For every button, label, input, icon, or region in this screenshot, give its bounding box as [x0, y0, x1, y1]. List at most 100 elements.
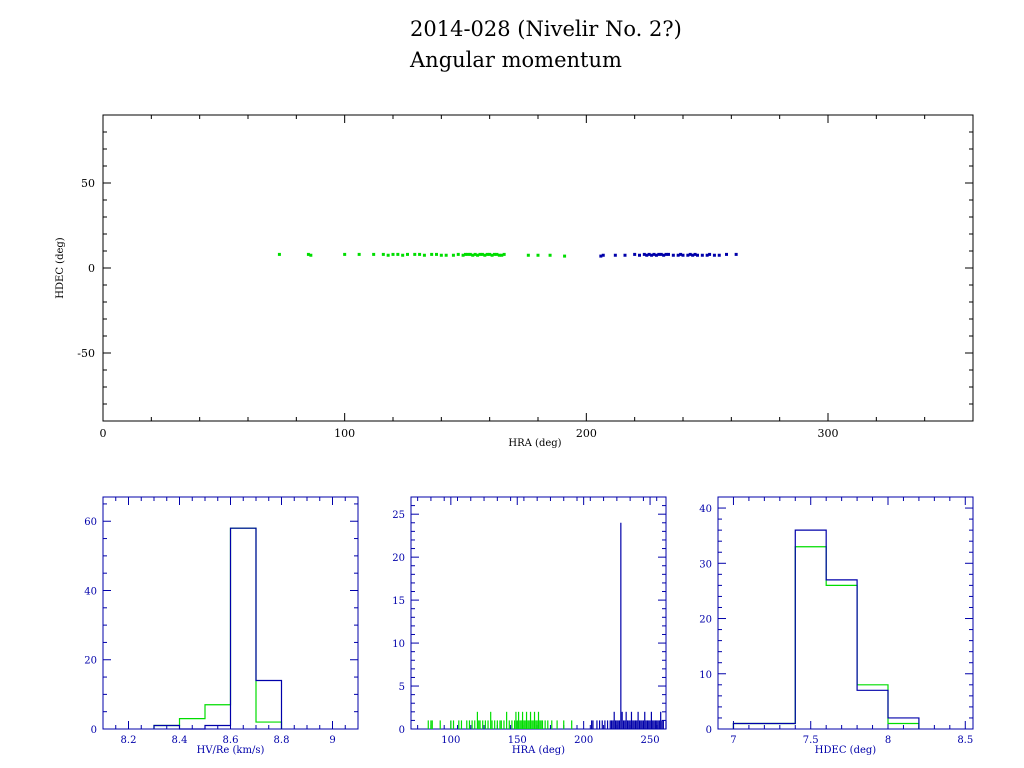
data-point	[495, 252, 499, 256]
data-point	[406, 252, 409, 256]
data-point	[466, 252, 470, 256]
data-point	[464, 252, 467, 256]
y-tick-label: 5	[399, 682, 405, 693]
y-tick-label: 15	[392, 596, 405, 607]
data-point	[277, 252, 281, 256]
data-point	[476, 253, 480, 257]
data-point	[309, 253, 313, 257]
data-point	[439, 253, 443, 257]
chart-subtitle: Angular momentum	[410, 48, 622, 72]
data-point	[708, 252, 712, 256]
y-tick-label: 0	[399, 725, 405, 736]
y-tick-label: 10	[392, 639, 405, 650]
data-point	[664, 252, 668, 256]
x-tick-label: 8.4	[172, 735, 188, 746]
data-point	[601, 253, 605, 257]
data-point	[357, 252, 361, 256]
hdec-histogram: 7 7.5 8 8.5 0 10 20 30 40 HDEC (deg)	[699, 496, 974, 756]
data-point	[473, 252, 477, 256]
x-tick-label: 100	[334, 427, 355, 440]
histogram-series	[153, 527, 283, 730]
data-point	[372, 252, 376, 256]
data-point	[461, 253, 465, 257]
data-point	[456, 252, 460, 256]
x-tick-label: 9	[329, 735, 335, 746]
data-point	[686, 253, 690, 257]
hra-histogram: 100 150 200 250 0 5 10 15 20 25 HRA (deg)	[392, 496, 667, 756]
y-tick-label: -50	[77, 347, 95, 360]
main-scatter-plot: 0 100 200 300 -50 0 50 HRA (deg) HDEC (deg)	[55, 114, 974, 449]
data-point	[485, 252, 489, 256]
data-point	[401, 253, 405, 257]
data-point	[725, 252, 728, 256]
y-tick-label: 0	[706, 725, 712, 736]
y-tick-label: 40	[699, 504, 712, 515]
data-point	[500, 253, 504, 257]
data-point	[693, 252, 697, 256]
y-tick-label: 0	[91, 725, 97, 736]
data-point	[386, 253, 390, 257]
x-tick-label: 200	[576, 427, 597, 440]
y-tick-label: 30	[699, 559, 712, 570]
hv-histogram: 8.2 8.4 8.6 8.8 9 0 20 40 60 HV/Re (km/s)	[84, 496, 359, 756]
data-point	[647, 252, 651, 256]
x-axis-label: HV/Re (km/s)	[197, 745, 265, 756]
data-point	[418, 252, 422, 256]
data-point	[676, 253, 680, 257]
data-point	[563, 254, 567, 258]
data-point	[526, 253, 530, 257]
x-tick-label: 8.5	[957, 735, 973, 746]
data-point	[548, 253, 552, 257]
data-point	[468, 252, 472, 256]
data-point	[657, 252, 661, 256]
y-tick-label: 20	[699, 615, 712, 626]
data-point	[422, 253, 426, 257]
data-point	[502, 252, 506, 256]
x-tick-label: 7	[730, 735, 736, 746]
data-point	[696, 253, 699, 257]
y-tick-label: 50	[81, 177, 95, 190]
data-point	[681, 253, 685, 257]
x-tick-label: 8.6	[223, 735, 239, 746]
x-tick-label: 8.2	[121, 735, 137, 746]
x-tick-label: 150	[508, 735, 527, 746]
data-point	[734, 252, 738, 256]
y-tick-label: 0	[88, 262, 95, 275]
x-axis-label: HDEC (deg)	[815, 745, 876, 756]
data-point	[654, 253, 658, 257]
data-point	[497, 253, 501, 257]
histogram-series	[732, 529, 920, 729]
plot-frame	[717, 496, 974, 730]
histogram-series	[153, 527, 283, 729]
data-point	[652, 252, 656, 256]
plot-frame	[102, 114, 974, 422]
data-point	[659, 252, 663, 256]
data-point	[488, 252, 492, 256]
data-point	[451, 253, 455, 257]
y-tick-label: 20	[84, 656, 97, 667]
data-point	[662, 253, 666, 257]
data-point	[613, 253, 617, 257]
x-tick-label: 200	[574, 735, 593, 746]
data-point	[700, 253, 704, 257]
data-point	[343, 252, 347, 256]
data-point	[490, 253, 494, 257]
data-point	[391, 252, 395, 256]
x-tick-label: 100	[441, 735, 460, 746]
data-point	[478, 252, 482, 256]
data-point	[712, 253, 716, 257]
y-tick-label: 40	[84, 586, 97, 597]
x-tick-label: 8.8	[274, 735, 290, 746]
data-point	[471, 253, 475, 257]
x-tick-label: 0	[100, 427, 107, 440]
data-point	[633, 252, 637, 256]
chart-title: 2014-028 (Nivelir No. 2?)	[410, 17, 682, 41]
data-point	[667, 252, 670, 256]
data-point	[430, 252, 434, 256]
data-point	[381, 252, 385, 256]
y-tick-label: 10	[699, 670, 712, 681]
x-axis-label: HRA (deg)	[512, 745, 565, 756]
plot-frame	[410, 496, 667, 730]
data-point	[536, 253, 540, 257]
data-point	[396, 252, 400, 256]
